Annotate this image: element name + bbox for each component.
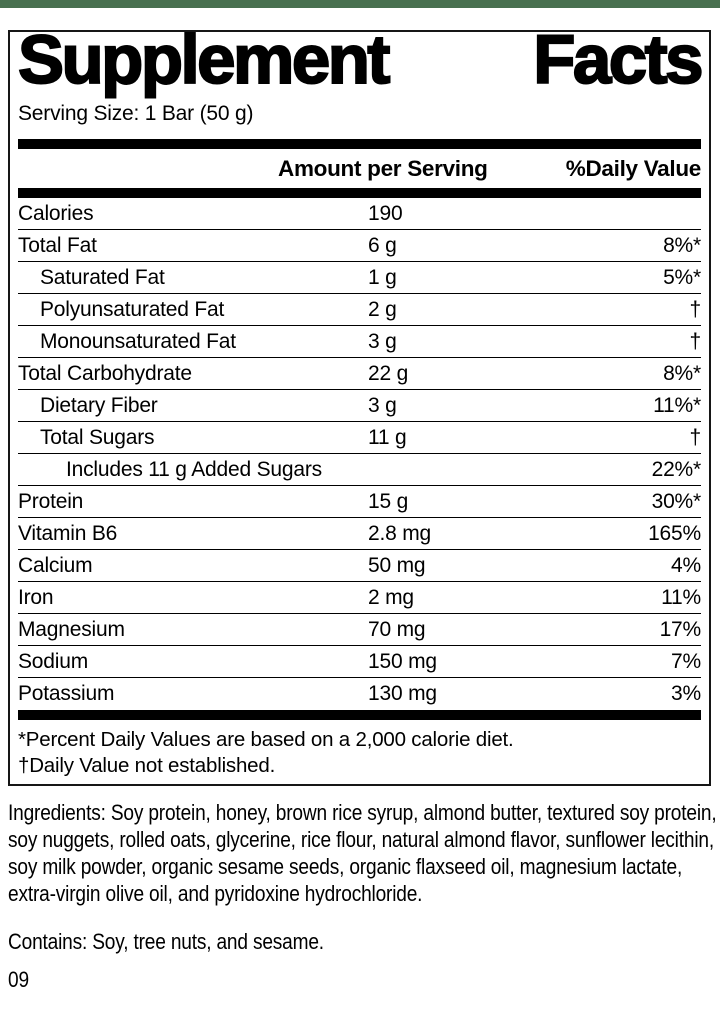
title-word-supplement: Supplement xyxy=(17,21,391,98)
nutrient-label: Total Carbohydrate xyxy=(18,361,192,385)
nutrient-label: Dietary Fiber xyxy=(40,393,158,417)
nutrient-daily-value: 11% xyxy=(661,585,701,609)
table-row: Total Sugars 11 g † xyxy=(18,422,701,454)
nutrient-daily-value: † xyxy=(689,329,702,353)
amount-column-header: Amount per Serving xyxy=(278,155,488,181)
table-row: Iron 2 mg 11% xyxy=(18,582,701,614)
table-row: Total Carbohydrate 22 g 8%* xyxy=(18,358,701,390)
nutrient-amount: 11 g xyxy=(368,425,407,449)
nutrient-label: Saturated Fat xyxy=(40,265,165,289)
nutrient-amount: 3 g xyxy=(368,329,397,353)
nutrient-daily-value: 11%* xyxy=(653,393,701,417)
lot-code: 09 xyxy=(8,967,29,992)
supplement-label-page: Supplement Facts Serving Size: 1 Bar (50… xyxy=(0,0,720,993)
contains-text: Contains: Soy, tree nuts, and sesame. xyxy=(8,929,324,954)
nutrient-daily-value: 3% xyxy=(671,682,701,705)
table-row: Sodium 150 mg 7% xyxy=(18,646,701,678)
nutrient-amount: 2 mg xyxy=(368,585,414,609)
nutrient-label: Magnesium xyxy=(18,617,125,641)
footnotes: *Percent Daily Values are based on a 2,0… xyxy=(18,727,701,779)
nutrient-daily-value: 30%* xyxy=(651,489,702,513)
table-row: Magnesium 70 mg 17% xyxy=(18,614,701,646)
table-row: Includes 11 g Added Sugars 22%* xyxy=(18,454,701,486)
table-row: Total Fat 6 g 8%* xyxy=(18,230,701,262)
nutrient-daily-value: 8%* xyxy=(663,233,701,257)
nutrient-amount: 2 g xyxy=(368,297,397,321)
nutrition-rows: Calories 190 Total Fat 6 g 8%* Saturated Fat 1… xyxy=(18,198,701,710)
nutrient-amount: 190 xyxy=(368,201,403,225)
nutrient-label: Sodium xyxy=(18,649,89,673)
nutrient-amount: 150 mg xyxy=(368,649,437,673)
nutrient-amount: 3 g xyxy=(368,393,397,417)
footnote-daily-values: *Percent Daily Values are based on a 2,0… xyxy=(18,728,514,751)
daily-value-column-header: %Daily Value xyxy=(565,155,702,181)
nutrient-label: Calcium xyxy=(18,553,93,577)
table-row: Dietary Fiber 3 g 11%* xyxy=(18,390,701,422)
nutrient-amount: 50 mg xyxy=(368,553,426,577)
nutrient-amount: 1 g xyxy=(368,265,397,289)
nutrient-amount: 6 g xyxy=(368,233,397,257)
nutrient-label: Polyunsaturated Fat xyxy=(40,297,225,321)
table-row: Calories 190 xyxy=(18,198,701,230)
divider-bar-top xyxy=(18,139,701,149)
nutrient-label: Vitamin B6 xyxy=(18,521,118,545)
nutrient-daily-value: † xyxy=(689,425,702,449)
nutrient-label: Protein xyxy=(18,489,84,513)
ingredients-text: Ingredients: Soy protein, honey, brown r… xyxy=(8,800,717,906)
panel-title: Supplement Facts xyxy=(17,21,704,98)
nutrient-label: Iron xyxy=(18,585,54,609)
footnote-dagger: †Daily Value not established. xyxy=(18,754,276,777)
nutrient-label: Calories xyxy=(18,201,94,225)
nutrient-daily-value: 165% xyxy=(648,521,701,545)
nutrient-amount: 130 mg xyxy=(368,682,437,705)
nutrient-amount: 70 mg xyxy=(368,617,426,641)
nutrient-daily-value: 17% xyxy=(659,617,702,641)
accent-bar xyxy=(0,0,720,8)
divider-bar-header xyxy=(18,188,701,198)
divider-bar-bottom xyxy=(18,710,701,720)
nutrient-amount: 15 g xyxy=(368,489,409,513)
nutrient-daily-value: † xyxy=(689,297,702,321)
table-row: Calcium 50 mg 4% xyxy=(18,550,701,582)
table-row: Potassium 130 mg 3% xyxy=(18,678,701,710)
nutrient-label: Potassium xyxy=(18,682,115,705)
column-header-row: Amount per Serving %Daily Value xyxy=(18,149,701,188)
nutrient-daily-value: 8%* xyxy=(663,361,701,385)
table-row: Saturated Fat 1 g 5%* xyxy=(18,262,701,294)
table-row: Polyunsaturated Fat 2 g † xyxy=(18,294,701,326)
serving-size: Serving Size: 1 Bar (50 g) xyxy=(18,102,254,125)
table-row: Monounsaturated Fat 3 g † xyxy=(18,326,701,358)
nutrient-label: Total Sugars xyxy=(40,425,155,449)
supplement-facts-panel: Supplement Facts Serving Size: 1 Bar (50… xyxy=(8,21,711,786)
label-lower-text: Ingredients: Soy protein, honey, brown r… xyxy=(8,799,720,993)
nutrient-label: Total Fat xyxy=(18,233,97,257)
nutrient-amount: 2.8 mg xyxy=(368,521,431,545)
nutrient-label: Monounsaturated Fat xyxy=(40,329,236,353)
title-word-facts: Facts xyxy=(532,21,704,98)
nutrient-daily-value: 5%* xyxy=(663,265,701,289)
nutrient-label: Includes 11 g Added Sugars xyxy=(66,457,322,481)
nutrient-daily-value: 7% xyxy=(671,649,701,673)
table-row: Vitamin B6 2.8 mg 165% xyxy=(18,518,701,550)
nutrient-daily-value: 22%* xyxy=(651,457,702,481)
table-row: Protein 15 g 30%* xyxy=(18,486,701,518)
nutrient-amount: 22 g xyxy=(368,361,409,385)
nutrient-daily-value: 4% xyxy=(671,553,701,577)
